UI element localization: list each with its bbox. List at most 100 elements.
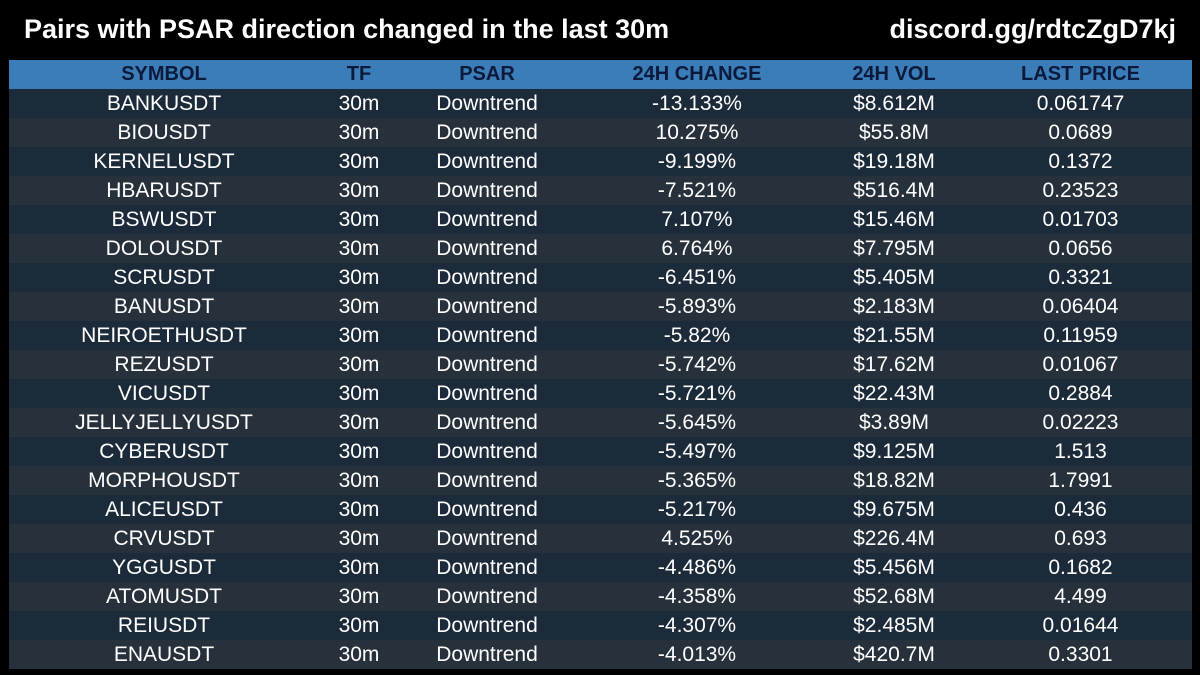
symbol-cell: REIUSDT	[117, 613, 211, 637]
discord-link[interactable]: discord.gg/rdtcZgD7kj	[889, 14, 1176, 44]
table-row[interactable]: JELLYJELLYUSDT 30m Downtrend -5.645% $3.89M 0…	[9, 408, 1192, 437]
change-cell: -9.199%	[657, 149, 737, 173]
symbol-cell: BSWUSDT	[111, 207, 217, 231]
table-row[interactable]: VICUSDT 30m Downtrend -5.721% $22.43M 0.2884	[9, 379, 1192, 408]
table-row[interactable]: BSWUSDT 30m Downtrend 7.107% $15.46M 0.01703	[9, 205, 1192, 234]
change-cell: -7.521%	[657, 178, 737, 202]
volume-cell: $2.485M	[853, 613, 935, 637]
table-row[interactable]: CRVUSDT 30m Downtrend 4.525% $226.4M 0.693	[9, 524, 1192, 553]
volume-cell: $516.4M	[853, 178, 935, 202]
volume-cell: $7.795M	[853, 236, 935, 260]
column-header-symbol[interactable]: SYMBOL	[121, 63, 207, 85]
tf-cell: 30m	[338, 178, 380, 202]
price-cell: 0.0689	[1048, 120, 1113, 144]
price-cell: 0.3301	[1048, 642, 1113, 666]
pairs-table: SYMBOL TF PSAR 24H CHANGE 24H VOL LAST P…	[9, 60, 1192, 669]
price-cell: 0.693	[1054, 526, 1107, 550]
volume-cell: $22.43M	[853, 381, 935, 405]
change-cell: -5.645%	[657, 410, 737, 434]
table-row[interactable]: ENAUSDT 30m Downtrend -4.013% $420.7M 0.3301	[9, 640, 1192, 669]
volume-cell: $5.405M	[853, 265, 935, 289]
table-row[interactable]: YGGUSDT 30m Downtrend -4.486% $5.456M 0.1682	[9, 553, 1192, 582]
change-cell: -5.365%	[657, 468, 737, 492]
table-row[interactable]: ATOMUSDT 30m Downtrend -4.358% $52.68M 4.499	[9, 582, 1192, 611]
price-cell: 0.0656	[1048, 236, 1113, 260]
psar-cell: Downtrend	[436, 294, 538, 318]
psar-cell: Downtrend	[436, 439, 538, 463]
psar-cell: Downtrend	[436, 323, 538, 347]
column-header-24h-vol[interactable]: 24H VOL	[852, 63, 936, 85]
price-cell: 1.513	[1054, 439, 1107, 463]
tf-cell: 30m	[338, 439, 380, 463]
psar-cell: Downtrend	[436, 497, 538, 521]
psar-cell: Downtrend	[436, 410, 538, 434]
tf-cell: 30m	[338, 555, 380, 579]
price-cell: 0.436	[1054, 497, 1107, 521]
change-cell: -5.893%	[657, 294, 737, 318]
volume-cell: $8.612M	[853, 91, 935, 115]
tf-cell: 30m	[338, 236, 380, 260]
volume-cell: $226.4M	[853, 526, 935, 550]
price-cell: 0.01703	[1042, 207, 1119, 231]
change-cell: 4.525%	[661, 526, 733, 550]
table-row[interactable]: NEIROETHUSDT 30m Downtrend -5.82% $21.55M 0.1…	[9, 321, 1192, 350]
change-cell: 6.764%	[661, 236, 733, 260]
tf-cell: 30m	[338, 352, 380, 376]
symbol-cell: DOLOUSDT	[105, 236, 223, 260]
psar-cell: Downtrend	[436, 120, 538, 144]
table-row[interactable]: MORPHOUSDT 30m Downtrend -5.365% $18.82M 1.79…	[9, 466, 1192, 495]
symbol-cell: SCRUSDT	[113, 265, 215, 289]
tf-cell: 30m	[338, 91, 380, 115]
change-cell: -4.307%	[657, 613, 737, 637]
price-cell: 0.01644	[1042, 613, 1119, 637]
tf-cell: 30m	[338, 642, 380, 666]
tf-cell: 30m	[338, 149, 380, 173]
psar-cell: Downtrend	[436, 91, 538, 115]
change-cell: -4.013%	[657, 642, 737, 666]
psar-cell: Downtrend	[436, 207, 538, 231]
table-row[interactable]: DOLOUSDT 30m Downtrend 6.764% $7.795M 0.0656	[9, 234, 1192, 263]
tf-cell: 30m	[338, 323, 380, 347]
table-row[interactable]: HBARUSDT 30m Downtrend -7.521% $516.4M 0.2352…	[9, 176, 1192, 205]
price-cell: 0.23523	[1042, 178, 1119, 202]
column-header-24h-change[interactable]: 24H CHANGE	[632, 63, 762, 85]
tf-cell: 30m	[338, 381, 380, 405]
symbol-cell: ALICEUSDT	[105, 497, 223, 521]
table-row[interactable]: BANKUSDT 30m Downtrend -13.133% $8.612M 0.061…	[9, 89, 1192, 118]
table-header-row: SYMBOL TF PSAR 24H CHANGE 24H VOL LAST P…	[9, 60, 1192, 89]
psar-cell: Downtrend	[436, 555, 538, 579]
psar-cell: Downtrend	[436, 178, 538, 202]
table-row[interactable]: BIOUSDT 30m Downtrend 10.275% $55.8M 0.0689	[9, 118, 1192, 147]
table-row[interactable]: KERNELUSDT 30m Downtrend -9.199% $19.18M 0.13…	[9, 147, 1192, 176]
column-header-last-price[interactable]: LAST PRICE	[1021, 63, 1140, 85]
symbol-cell: HBARUSDT	[106, 178, 222, 202]
volume-cell: $17.62M	[853, 352, 935, 376]
symbol-cell: MORPHOUSDT	[88, 468, 240, 492]
change-cell: -4.486%	[657, 555, 737, 579]
psar-cell: Downtrend	[436, 526, 538, 550]
symbol-cell: BANUSDT	[113, 294, 215, 318]
volume-cell: $18.82M	[853, 468, 935, 492]
volume-cell: $15.46M	[853, 207, 935, 231]
tf-cell: 30m	[338, 526, 380, 550]
volume-cell: $2.183M	[853, 294, 935, 318]
table-row[interactable]: CYBERUSDT 30m Downtrend -5.497% $9.125M 1.513	[9, 437, 1192, 466]
tf-cell: 30m	[338, 120, 380, 144]
tf-cell: 30m	[338, 613, 380, 637]
table-row[interactable]: ALICEUSDT 30m Downtrend -5.217% $9.675M 0.436	[9, 495, 1192, 524]
table-row[interactable]: SCRUSDT 30m Downtrend -6.451% $5.405M 0.3321	[9, 263, 1192, 292]
column-header-psar[interactable]: PSAR	[459, 63, 515, 85]
table-row[interactable]: REIUSDT 30m Downtrend -4.307% $2.485M 0.01644	[9, 611, 1192, 640]
column-header-tf[interactable]: TF	[346, 63, 372, 85]
price-cell: 4.499	[1054, 584, 1107, 608]
table-row[interactable]: BANUSDT 30m Downtrend -5.893% $2.183M 0.06404	[9, 292, 1192, 321]
change-cell: -5.721%	[657, 381, 737, 405]
table-row[interactable]: REZUSDT 30m Downtrend -5.742% $17.62M 0.01067	[9, 350, 1192, 379]
volume-cell: $3.89M	[858, 410, 930, 434]
psar-cell: Downtrend	[436, 265, 538, 289]
tf-cell: 30m	[338, 584, 380, 608]
psar-cell: Downtrend	[436, 236, 538, 260]
tf-cell: 30m	[338, 497, 380, 521]
price-cell: 0.3321	[1048, 265, 1113, 289]
volume-cell: $5.456M	[853, 555, 935, 579]
